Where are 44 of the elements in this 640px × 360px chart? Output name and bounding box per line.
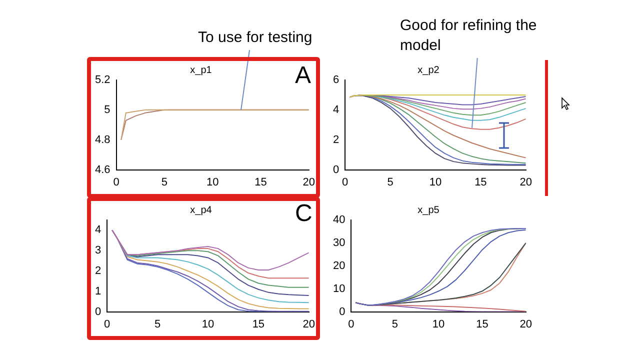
x-tick-label: 15 — [474, 176, 487, 188]
y-tick-label: 5 — [104, 104, 110, 116]
y-tick-label: 6 — [332, 74, 340, 86]
chart-title: x_p5 — [418, 204, 440, 216]
x-tick-label: 20 — [302, 318, 316, 330]
y-tick-label: 4 — [332, 104, 340, 116]
x-tick-label: 10 — [429, 176, 442, 188]
y-tick-label: 10 — [332, 282, 346, 295]
annotation: C — [295, 199, 312, 229]
y-tick-label: 3 — [94, 244, 102, 257]
chart-title: x_p2 — [418, 64, 440, 76]
x-tick-label: 15 — [476, 318, 488, 330]
y-tick-label: 2 — [94, 265, 102, 278]
y-tick-label: 5.2 — [94, 74, 110, 86]
x-tick-label: 10 — [432, 318, 445, 330]
chart-title: x_p1 — [190, 64, 212, 76]
x-tick-label: 0 — [348, 318, 354, 330]
y-tick-label: 0 — [332, 164, 340, 176]
y-tick-label: 2 — [332, 134, 340, 146]
x-tick-label: 20 — [520, 176, 532, 188]
x-tick-label: 5 — [392, 318, 398, 330]
annotation: To use for testing — [198, 28, 314, 48]
y-tick-label: 40 — [332, 214, 346, 226]
x-tick-label: 15 — [254, 176, 267, 188]
x-tick-label: 20 — [302, 176, 316, 188]
x-tick-label: 5 — [161, 176, 168, 188]
chart-title: x_p4 — [190, 204, 212, 216]
y-tick-label: 30 — [332, 236, 346, 249]
x-tick-label: 5 — [387, 176, 394, 188]
y-tick-label: 0 — [94, 306, 102, 318]
x-tick-label: 0 — [113, 176, 120, 188]
x-tick-label: 10 — [206, 176, 219, 188]
y-tick-label: 1 — [94, 285, 102, 298]
y-tick-label: 0 — [339, 306, 346, 318]
y-tick-label: 4.8 — [94, 134, 110, 146]
x-tick-label: 15 — [252, 318, 265, 330]
x-tick-label: 10 — [202, 318, 214, 330]
y-tick-label: 4 — [94, 224, 102, 236]
annotation: A — [295, 61, 312, 91]
x-tick-label: 5 — [154, 318, 161, 330]
y-tick-label: 20 — [332, 260, 346, 272]
y-tick-label: 4.6 — [94, 164, 110, 176]
x-tick-label: 20 — [520, 318, 532, 330]
annotation: Good for refining the model — [400, 16, 538, 56]
